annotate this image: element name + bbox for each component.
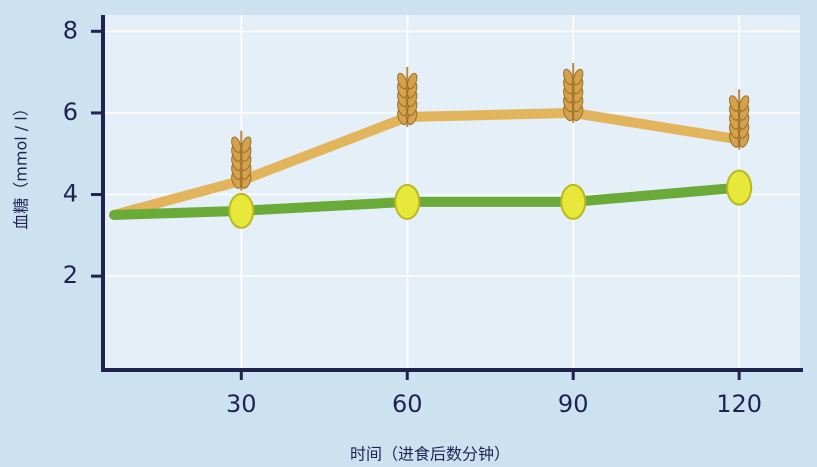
y-tick-label: 2 bbox=[63, 261, 78, 289]
x-tick-label: 60 bbox=[392, 390, 423, 418]
y-tick-label: 4 bbox=[63, 180, 78, 208]
x-tick-label: 90 bbox=[558, 390, 589, 418]
x-axis-label: 时间（进食后数分钟） bbox=[350, 445, 510, 464]
kernel-marker bbox=[228, 192, 255, 229]
marks bbox=[228, 62, 753, 229]
x-tick-label: 120 bbox=[716, 390, 762, 418]
kernel-marker bbox=[560, 183, 587, 220]
wheat-marker bbox=[729, 89, 750, 150]
y-tick-label: 8 bbox=[63, 16, 78, 44]
wheat-grain bbox=[729, 95, 740, 112]
wheat-grain bbox=[563, 68, 574, 86]
wheat-grain bbox=[573, 68, 584, 86]
x-tick-label: 30 bbox=[226, 390, 257, 418]
wheat-grain bbox=[739, 95, 750, 112]
wheat-grain bbox=[231, 136, 242, 153]
kernel-marker bbox=[394, 183, 421, 220]
wheat-marker bbox=[231, 130, 252, 191]
y-tick-label: 6 bbox=[63, 98, 78, 126]
wheat-grain bbox=[241, 136, 252, 153]
wheat-grain bbox=[397, 72, 408, 90]
wheat-marker bbox=[563, 62, 584, 123]
kernel-marker bbox=[726, 169, 753, 206]
y-axis-label: 血糖（mmol / l） bbox=[12, 100, 31, 229]
wheat-marker bbox=[397, 67, 418, 128]
wheat-grain bbox=[407, 72, 418, 90]
